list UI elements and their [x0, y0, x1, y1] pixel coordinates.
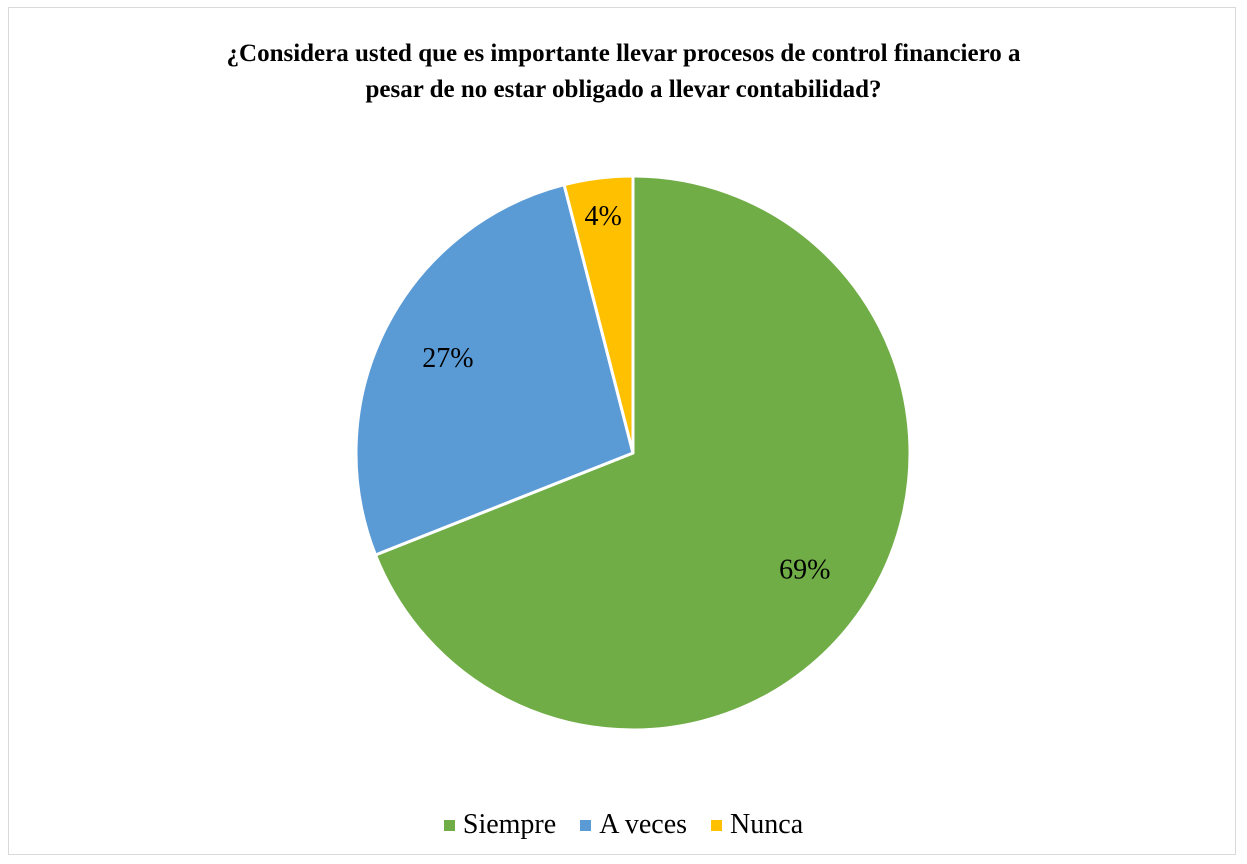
chart-title-line-2: pesar de no estar obligado a llevar cont…	[365, 76, 882, 103]
pie-slice-nunca	[562, 174, 635, 455]
legend-label: Nunca	[730, 809, 804, 840]
legend-swatch	[711, 819, 723, 831]
legend-item-a-veces: A veces	[580, 809, 687, 841]
data-label-nunca: 4%	[584, 201, 621, 232]
chart-legend: Siempre A veces Nunca	[0, 809, 1247, 841]
legend-label: Siempre	[462, 809, 557, 840]
legend-item-nunca: Nunca	[711, 809, 803, 841]
legend-swatch	[580, 819, 592, 831]
legend-item-siempre: Siempre	[443, 809, 557, 841]
data-label-a-veces: 27%	[422, 343, 473, 374]
chart-title-line-1: ¿Considera usted que es importante lleva…	[226, 40, 1021, 67]
legend-label: A veces	[599, 809, 688, 840]
pie-slice-a-veces	[354, 183, 635, 557]
legend-swatch	[443, 819, 455, 831]
chart-title: ¿Considera usted que es importante lleva…	[0, 36, 1247, 108]
pie-slice-siempre	[373, 174, 912, 732]
data-label-siempre: 69%	[779, 554, 830, 585]
